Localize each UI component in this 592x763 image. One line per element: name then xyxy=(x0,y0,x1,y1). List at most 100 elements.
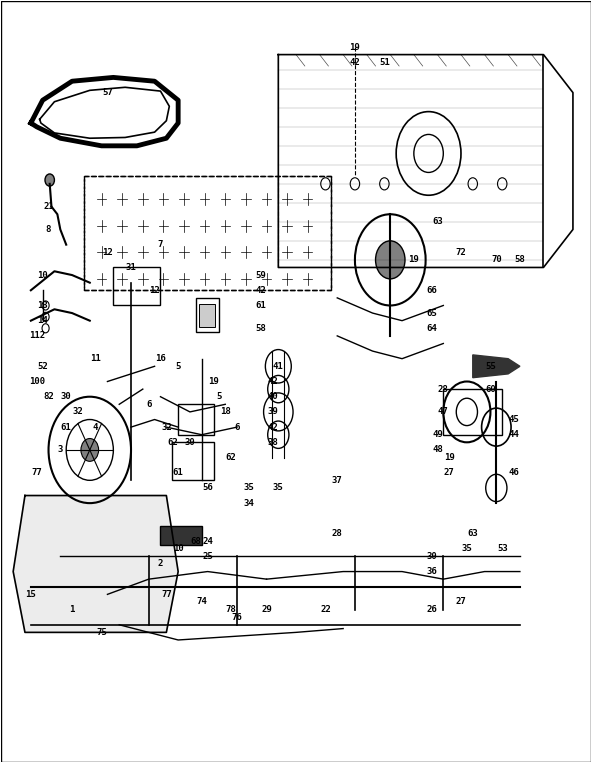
Text: 34: 34 xyxy=(243,499,254,507)
Text: 10: 10 xyxy=(173,544,184,553)
Text: 1: 1 xyxy=(69,605,75,614)
Text: 63: 63 xyxy=(468,529,478,538)
Text: 61: 61 xyxy=(255,301,266,310)
Bar xyxy=(113,268,160,305)
Text: 38: 38 xyxy=(267,438,278,447)
Text: 14: 14 xyxy=(37,316,48,325)
Text: 6: 6 xyxy=(146,400,152,409)
Text: 60: 60 xyxy=(485,385,496,394)
Text: 63: 63 xyxy=(432,217,443,227)
Text: 15: 15 xyxy=(25,590,36,599)
Text: 29: 29 xyxy=(261,605,272,614)
Text: 35: 35 xyxy=(462,544,472,553)
Bar xyxy=(443,389,502,435)
Text: 5: 5 xyxy=(175,362,181,371)
Text: 56: 56 xyxy=(202,484,213,492)
Text: 41: 41 xyxy=(273,362,284,371)
Text: 30: 30 xyxy=(426,552,437,561)
Text: 59: 59 xyxy=(255,271,266,279)
Text: 19: 19 xyxy=(408,256,419,264)
Text: 44: 44 xyxy=(509,430,519,439)
Text: 46: 46 xyxy=(509,468,519,477)
Text: 35: 35 xyxy=(273,484,284,492)
Text: 13: 13 xyxy=(37,301,48,310)
Circle shape xyxy=(375,241,405,278)
Text: 39: 39 xyxy=(267,407,278,417)
Text: 51: 51 xyxy=(379,58,390,66)
Text: 19: 19 xyxy=(349,43,361,51)
Bar xyxy=(172,443,214,481)
Text: 7: 7 xyxy=(158,240,163,250)
Text: 18: 18 xyxy=(220,407,231,417)
Text: 78: 78 xyxy=(226,605,237,614)
Text: 49: 49 xyxy=(432,430,443,439)
Text: 4: 4 xyxy=(93,423,98,432)
Text: 28: 28 xyxy=(438,385,449,394)
Text: 100: 100 xyxy=(28,377,45,386)
Text: 82: 82 xyxy=(43,392,54,401)
Text: 19: 19 xyxy=(444,453,455,462)
Text: 77: 77 xyxy=(31,468,42,477)
Bar xyxy=(199,304,215,327)
Text: 112: 112 xyxy=(28,331,45,340)
Text: 27: 27 xyxy=(456,597,466,607)
Text: 62: 62 xyxy=(226,453,237,462)
Text: 74: 74 xyxy=(197,597,207,607)
Text: 11: 11 xyxy=(91,354,101,363)
Text: 16: 16 xyxy=(155,354,166,363)
Text: 8: 8 xyxy=(46,225,52,234)
Text: 27: 27 xyxy=(444,468,455,477)
Bar xyxy=(178,404,214,435)
Text: 64: 64 xyxy=(426,324,437,333)
Text: 77: 77 xyxy=(161,590,172,599)
Text: 26: 26 xyxy=(426,605,437,614)
Text: 40: 40 xyxy=(267,392,278,401)
Text: 42: 42 xyxy=(267,423,278,432)
Text: 47: 47 xyxy=(438,407,449,417)
Text: 58: 58 xyxy=(514,256,525,264)
Text: 3: 3 xyxy=(57,446,63,455)
Text: 2: 2 xyxy=(158,559,163,568)
Text: 5: 5 xyxy=(217,392,222,401)
Text: 61: 61 xyxy=(173,468,184,477)
Text: 35: 35 xyxy=(243,484,254,492)
Circle shape xyxy=(81,439,99,462)
Text: 75: 75 xyxy=(96,628,107,637)
Text: 55: 55 xyxy=(485,362,496,371)
Text: 37: 37 xyxy=(332,476,343,485)
Text: 32: 32 xyxy=(73,407,83,417)
Polygon shape xyxy=(13,495,178,633)
Text: 42: 42 xyxy=(255,286,266,295)
Text: 52: 52 xyxy=(37,362,48,371)
Text: 70: 70 xyxy=(491,256,501,264)
Text: 12: 12 xyxy=(102,248,113,257)
Text: 31: 31 xyxy=(126,263,136,272)
Polygon shape xyxy=(473,355,520,378)
Text: 62: 62 xyxy=(167,438,178,447)
Text: 36: 36 xyxy=(426,567,437,576)
Text: 68: 68 xyxy=(191,536,201,546)
Text: 19: 19 xyxy=(208,377,219,386)
Text: 25: 25 xyxy=(202,552,213,561)
Text: 12: 12 xyxy=(149,286,160,295)
Text: 48: 48 xyxy=(432,446,443,455)
Text: 28: 28 xyxy=(332,529,343,538)
Text: 6: 6 xyxy=(234,423,240,432)
Text: 45: 45 xyxy=(509,415,519,424)
Text: 32: 32 xyxy=(161,423,172,432)
Text: 30: 30 xyxy=(185,438,195,447)
Text: 66: 66 xyxy=(426,286,437,295)
Text: 24: 24 xyxy=(202,536,213,546)
Text: 22: 22 xyxy=(320,605,331,614)
Text: 30: 30 xyxy=(61,392,72,401)
Text: 76: 76 xyxy=(231,613,243,622)
Text: 21: 21 xyxy=(43,202,54,211)
Text: 58: 58 xyxy=(255,324,266,333)
Text: 42: 42 xyxy=(267,377,278,386)
Text: 10: 10 xyxy=(37,271,48,279)
Text: 72: 72 xyxy=(456,248,466,257)
Bar xyxy=(160,526,202,545)
Text: 53: 53 xyxy=(497,544,507,553)
Text: 65: 65 xyxy=(426,308,437,317)
Text: 61: 61 xyxy=(61,423,72,432)
